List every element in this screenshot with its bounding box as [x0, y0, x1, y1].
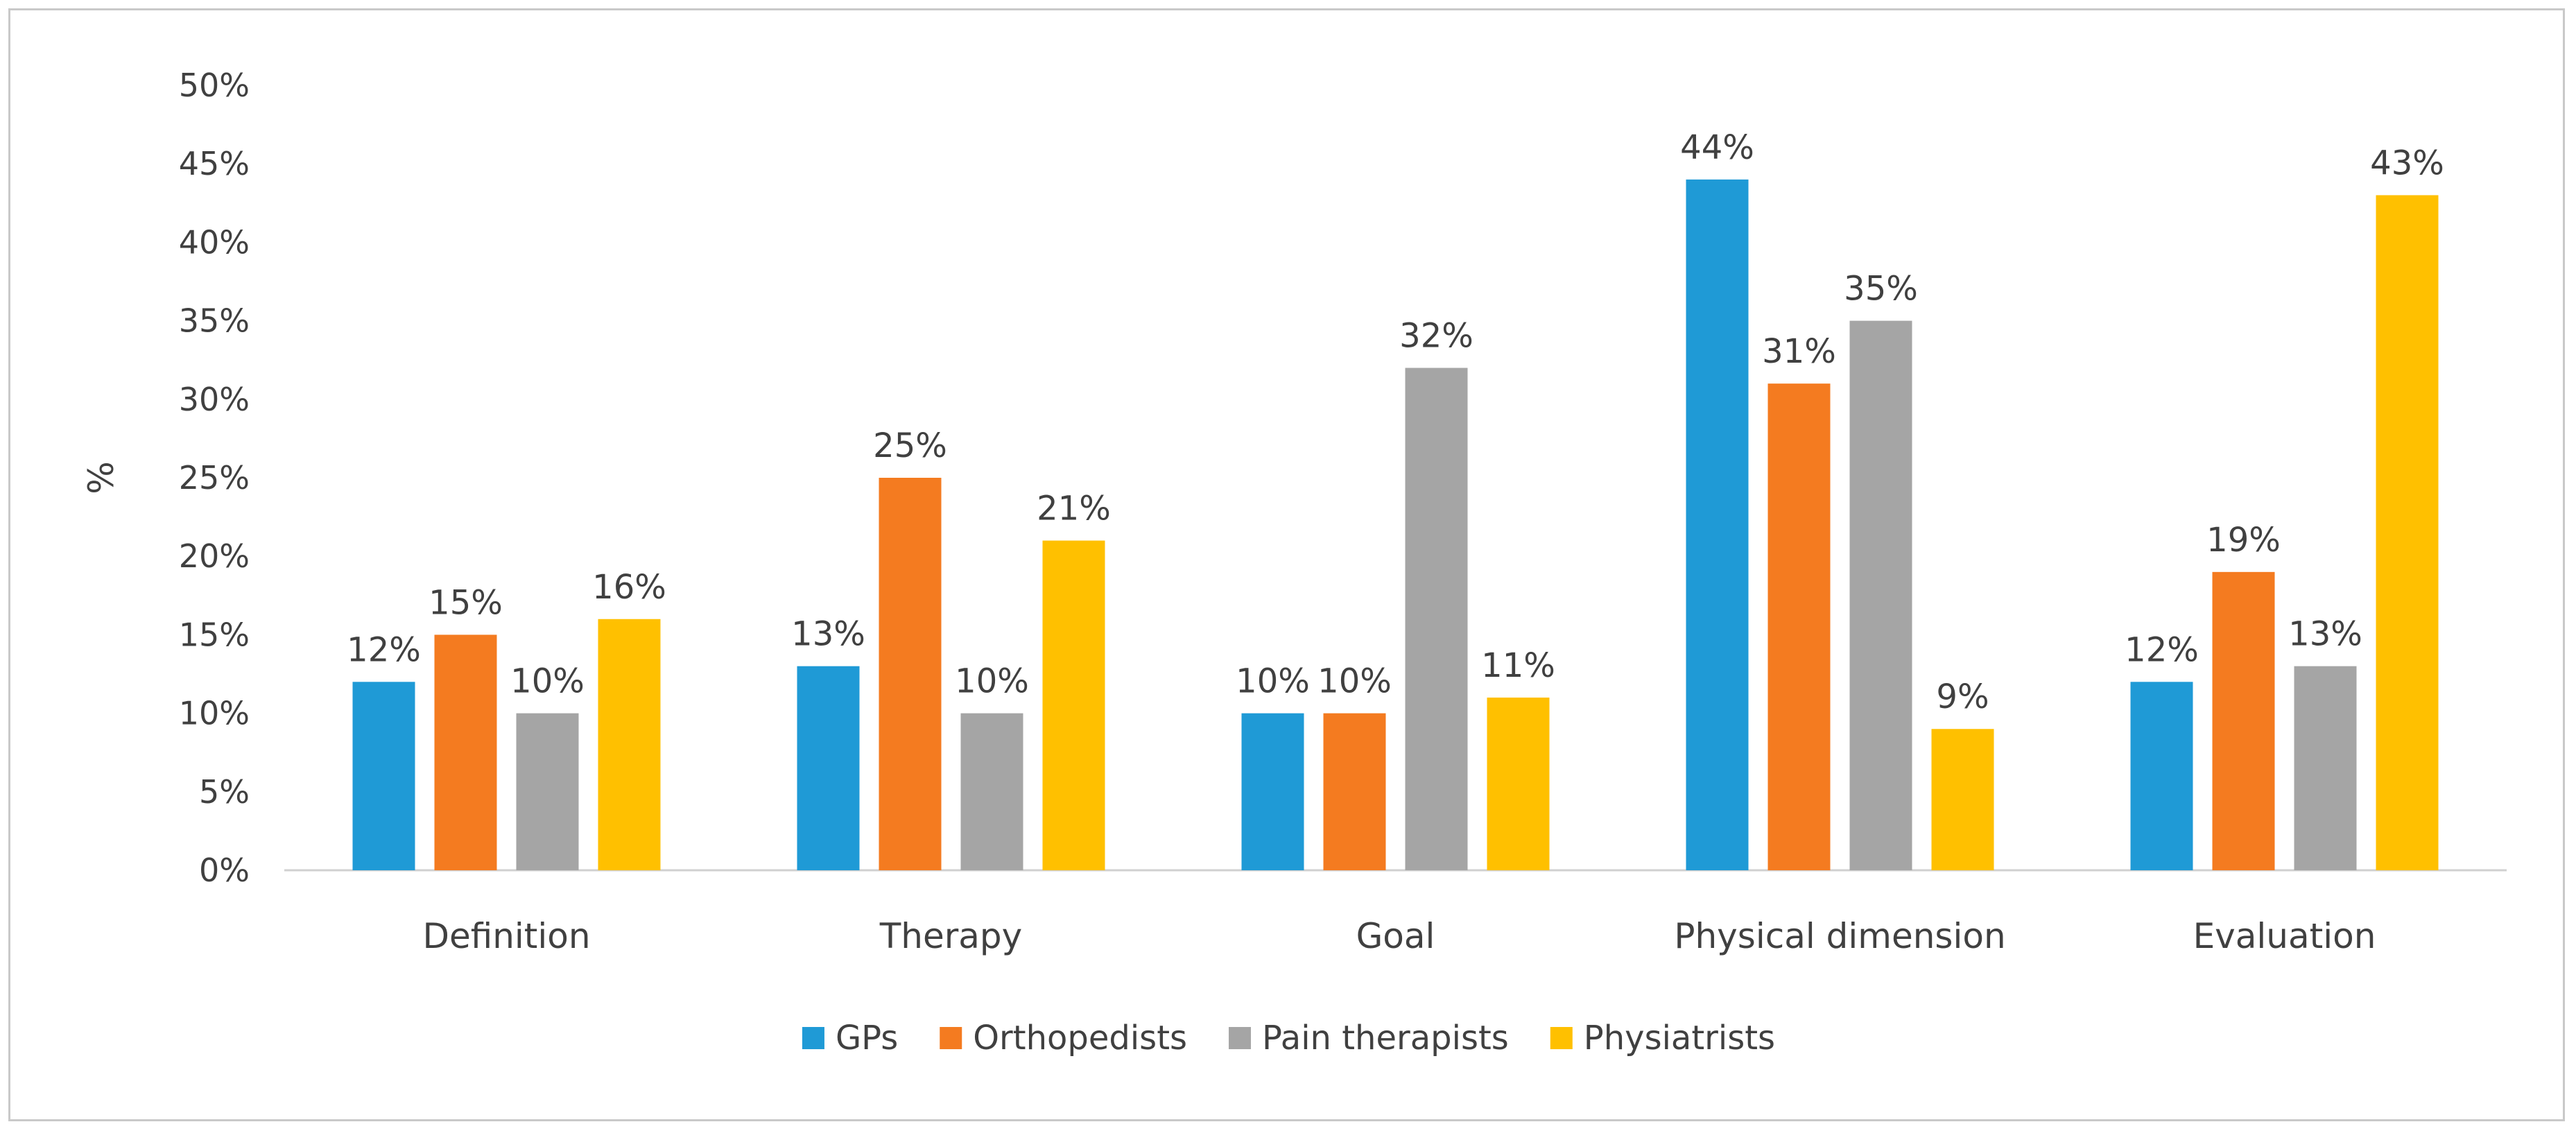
data-label: 13%: [2288, 615, 2362, 654]
data-label: 10%: [1236, 662, 1310, 701]
bar-orthopedists-physical-dimension: [1767, 383, 1831, 870]
data-label: 43%: [2370, 144, 2444, 182]
bar-orthopedists-evaluation: [2212, 571, 2275, 870]
chart-frame: 0% 5% 10% 15% 20% 25% 30% 35% 40% 45% 50% % 12% 15%…: [8, 8, 2565, 1121]
y-tick-label: 15%: [179, 616, 250, 653]
y-axis-title: %: [81, 461, 121, 494]
bar-gps-goal: [1241, 713, 1304, 870]
data-label: 19%: [2206, 521, 2281, 560]
y-tick-label: 50%: [179, 67, 250, 104]
data-label: 16%: [592, 568, 666, 607]
category-labels-group: Definition Therapy Goal Physical dimension E…: [422, 916, 2376, 956]
data-label: 9%: [1936, 677, 1989, 716]
data-label: 10%: [955, 662, 1029, 701]
legend-label: Orthopedists: [973, 1019, 1187, 1057]
bar-physiatrists-physical-dimension: [1931, 729, 1994, 870]
category-label: Therapy: [879, 916, 1023, 956]
data-label: 44%: [1680, 128, 1754, 167]
y-tick-label: 40%: [179, 223, 250, 261]
data-label: 12%: [347, 630, 421, 669]
bars-group: [352, 179, 2439, 871]
legend: GPs Orthopedists Pain therapists Physiatris…: [802, 1019, 1775, 1057]
data-label: 21%: [1037, 490, 1111, 528]
legend-swatch-orthopedists: [940, 1027, 962, 1049]
data-label: 31%: [1762, 332, 1836, 371]
bar-gps-physical-dimension: [1686, 179, 1749, 871]
y-tick-label: 0%: [199, 852, 250, 889]
bar-pain-therapists-goal: [1405, 368, 1468, 870]
category-label: Physical dimension: [1674, 916, 2005, 956]
y-tick-label: 25%: [179, 459, 250, 497]
y-tick-label: 30%: [179, 381, 250, 418]
legend-label: GPs: [836, 1019, 898, 1057]
bar-physiatrists-evaluation: [2376, 195, 2439, 871]
y-tick-label: 10%: [179, 695, 250, 732]
bar-orthopedists-therapy: [879, 478, 942, 870]
data-label: 25%: [873, 426, 947, 465]
data-label: 32%: [1399, 317, 1473, 356]
legend-swatch-physiatrists: [1550, 1027, 1573, 1049]
y-tick-label: 5%: [199, 773, 250, 811]
data-label: 12%: [2125, 630, 2199, 669]
bar-gps-therapy: [797, 666, 860, 870]
data-label: 10%: [510, 662, 585, 701]
data-label: 10%: [1317, 662, 1392, 701]
data-label: 35%: [1844, 270, 1918, 309]
bar-pain-therapists-definition: [516, 713, 579, 870]
y-tick-label: 45%: [179, 145, 250, 182]
bar-chart: 0%5%10%15%20%25%30%35%40%45%50% % 12%15%…: [81, 67, 2507, 1057]
y-axis-ticks: 0% 5% 10% 15% 20% 25% 30% 35% 40% 45% 50%: [179, 67, 250, 889]
category-label: Evaluation: [2193, 916, 2376, 956]
data-label: 11%: [1481, 646, 1555, 685]
bar-physiatrists-definition: [598, 619, 661, 870]
data-label: 15%: [429, 583, 503, 622]
legend-swatch-gps: [802, 1027, 824, 1049]
bar-pain-therapists-physical-dimension: [1849, 320, 1912, 871]
bar-orthopedists-definition: [434, 634, 497, 870]
data-label: 13%: [791, 615, 865, 654]
category-label: Definition: [422, 916, 590, 956]
bar-gps-definition: [352, 682, 415, 870]
legend-swatch-pain-therapists: [1229, 1027, 1252, 1049]
bar-orthopedists-goal: [1323, 713, 1386, 870]
y-tick-label: 35%: [179, 302, 250, 340]
data-labels-group: 12%15%10%16%13%25%10%21%10% 10%32%11%44%3…: [347, 128, 2444, 716]
legend-label: Physiatrists: [1584, 1019, 1775, 1057]
category-label: Goal: [1356, 916, 1435, 956]
bar-pain-therapists-evaluation: [2294, 666, 2357, 870]
legend-label: Pain therapists: [1262, 1019, 1509, 1057]
bar-physiatrists-therapy: [1042, 540, 1105, 870]
y-tick-label: 20%: [179, 537, 250, 575]
bar-physiatrists-goal: [1487, 697, 1550, 870]
bar-gps-evaluation: [2130, 682, 2193, 870]
bar-pain-therapists-therapy: [960, 713, 1023, 870]
